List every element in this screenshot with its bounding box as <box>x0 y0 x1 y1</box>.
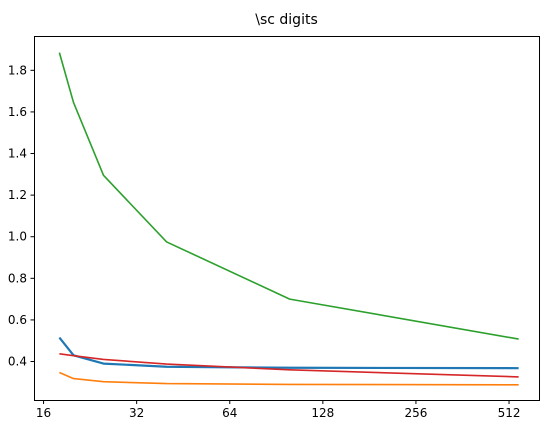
plot-area <box>58 52 519 386</box>
y-axis: 0.4 0.6 0.8 1.0 1.2 1.4 1.6 1.8 <box>8 63 35 369</box>
x-tick-label: 16 <box>36 406 51 420</box>
series-line-3 <box>58 52 519 340</box>
series-line-4 <box>59 353 519 378</box>
chart-title: \sc digits <box>255 12 318 28</box>
x-tick-label: 512 <box>498 406 521 420</box>
x-tick-label: 32 <box>129 406 144 420</box>
y-tick-label: 0.4 <box>8 355 27 369</box>
y-tick-label: 1.0 <box>8 230 27 244</box>
y-tick-label: 1.4 <box>8 147 27 161</box>
x-tick-label: 64 <box>222 406 237 420</box>
y-tick-label: 1.2 <box>8 188 27 202</box>
x-tick-label: 128 <box>311 406 334 420</box>
x-tick-label: 256 <box>404 406 427 420</box>
axes-frame <box>34 36 540 401</box>
x-axis: 16 32 64 128 256 512 <box>36 400 521 420</box>
series-line-1 <box>58 336 519 370</box>
y-tick-label: 0.6 <box>8 313 27 327</box>
y-tick-label: 1.6 <box>8 105 27 119</box>
series-line-2 <box>59 371 519 386</box>
y-tick-label: 0.8 <box>8 271 27 285</box>
y-tick-label: 1.8 <box>8 63 27 77</box>
